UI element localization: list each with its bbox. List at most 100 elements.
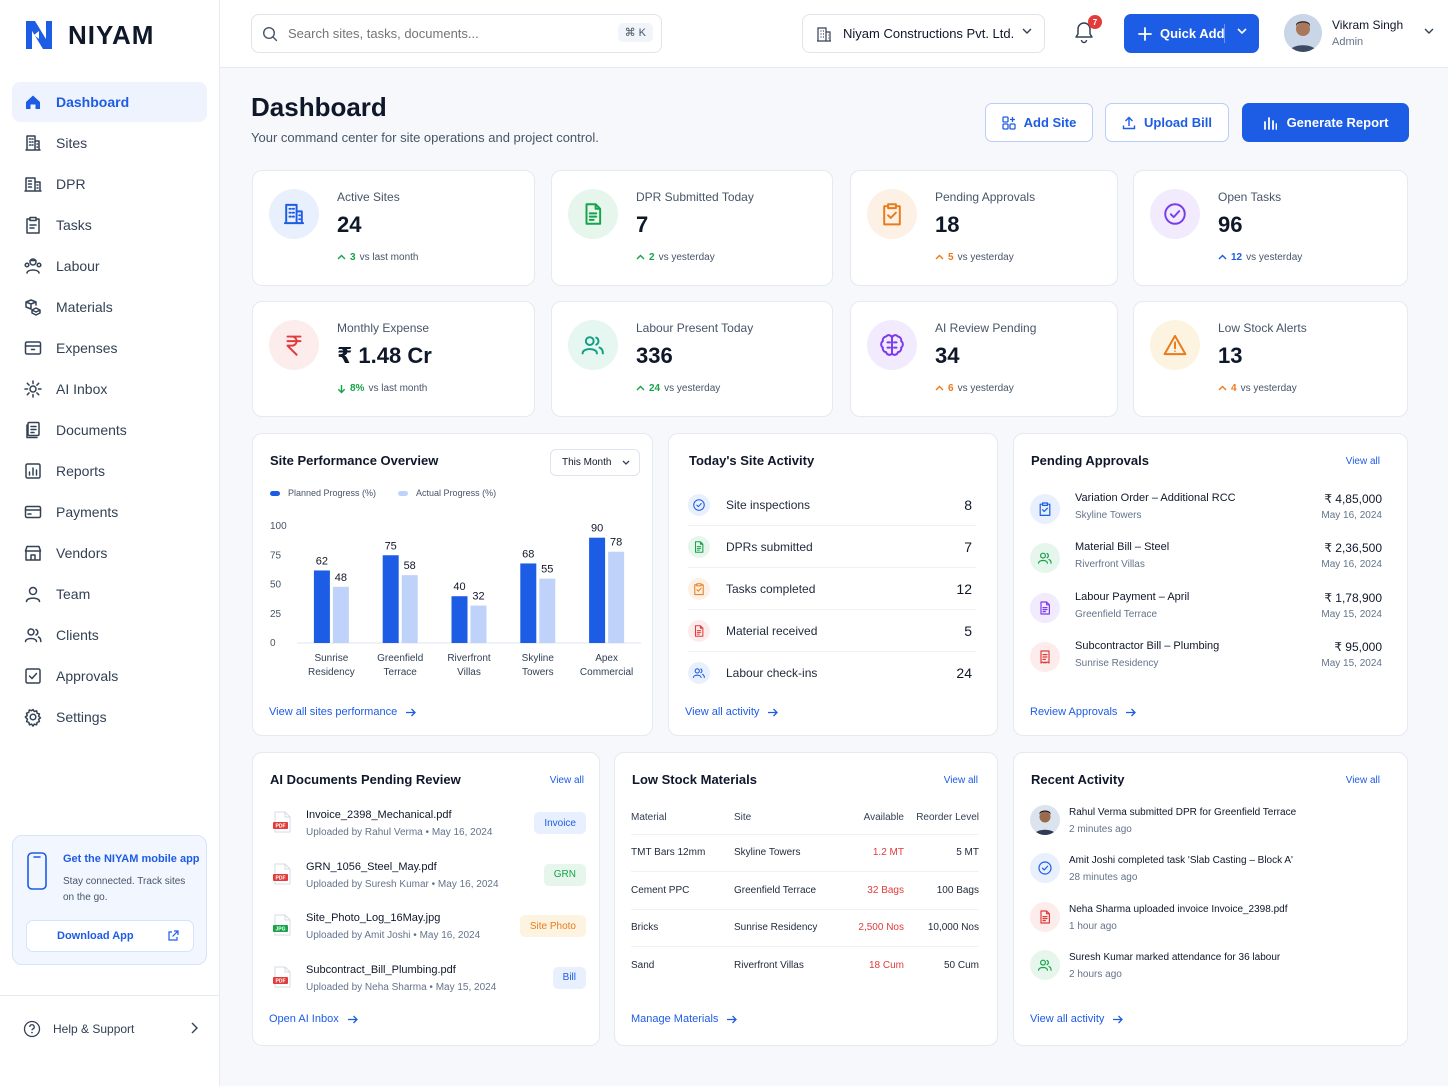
sidebar-item-label: Team [56, 586, 91, 602]
stat-value: 336 [636, 343, 673, 368]
table-cell: Skyline Towers [734, 834, 844, 872]
recent-activity-item[interactable]: Rahul Verma submitted DPR for Greenfield… [1030, 805, 1390, 851]
view-all-documents-link[interactable]: View all [549, 775, 584, 786]
view-all-activity-link[interactable]: View all activity [685, 706, 779, 718]
document-row[interactable]: PDF Invoice_2398_Mechanical.pdf Uploaded… [273, 809, 586, 853]
stat-card-dpr-submitted-today[interactable]: DPR Submitted Today 7 2 vs yesterday [551, 170, 833, 286]
search-box[interactable]: ⌘ K [251, 14, 662, 53]
stat-value: 34 [935, 343, 960, 368]
bar-value-label: 68 [522, 548, 534, 560]
download-app-button[interactable]: Download App [26, 920, 194, 952]
activity-count: 8 [964, 496, 972, 513]
users-icon [1038, 959, 1052, 971]
stat-card-low-stock-alerts[interactable]: Low Stock Alerts 13 4 vs yesterday [1133, 301, 1408, 417]
bell-icon [1075, 22, 1093, 44]
activity-row[interactable]: DPRs submitted 7 [688, 526, 976, 568]
sidebar-item-payments[interactable]: Payments [12, 492, 207, 532]
quick-add-button[interactable]: Quick Add [1124, 14, 1259, 53]
logo[interactable]: NIYAM [24, 19, 154, 51]
sidebar-item-settings[interactable]: Settings [12, 697, 207, 737]
document-type-tag: Bill [552, 966, 586, 989]
upload-bill-button[interactable]: Upload Bill [1105, 103, 1229, 142]
recent-activity-item[interactable]: Neha Sharma uploaded invoice Invoice_239… [1030, 901, 1390, 948]
sidebar-item-team[interactable]: Team [12, 574, 207, 614]
sidebar-item-dashboard[interactable]: Dashboard [12, 82, 207, 122]
table-row[interactable]: TMT Bars 12mm Skyline Towers 1.2 MT 5 MT [631, 834, 979, 872]
svg-text:PDF: PDF [276, 978, 286, 984]
approval-site: Greenfield Terrace [1075, 608, 1158, 620]
activity-row[interactable]: Site inspections 8 [688, 484, 976, 526]
sidebar-item-label: AI Inbox [56, 381, 108, 397]
recent-activity-item[interactable]: Amit Joshi completed task 'Slab Casting … [1030, 853, 1390, 899]
document-row[interactable]: JPG Site_Photo_Log_16May.jpg Uploaded by… [273, 912, 586, 956]
sidebar-item-reports[interactable]: Reports [12, 451, 207, 491]
page-subtitle: Your command center for site operations … [251, 130, 599, 145]
help-support-link[interactable]: Help & Support [23, 1020, 198, 1038]
users-icon [581, 336, 604, 355]
user-menu[interactable]: Vikram Singh Admin [1284, 14, 1434, 52]
company-selector[interactable]: Niyam Constructions Pvt. Ltd. [802, 14, 1045, 53]
activity-label: DPRs submitted [726, 539, 813, 554]
activity-label: Site inspections [726, 497, 811, 512]
activity-row[interactable]: Labour check-ins 24 [688, 652, 976, 694]
x-tick-label: Residency [308, 667, 355, 678]
recent-activity-item[interactable]: Suresh Kumar marked attendance for 36 la… [1030, 949, 1390, 996]
check-circle-icon [1164, 203, 1186, 225]
view-all-recent-activity-link[interactable]: View all activity [1030, 1013, 1124, 1025]
sidebar-item-vendors[interactable]: Vendors [12, 533, 207, 573]
activity-row[interactable]: Tasks completed 12 [688, 568, 976, 610]
stat-card-monthly-expense[interactable]: Monthly Expense ₹ 1.48 Cr 8% vs last mont… [252, 301, 535, 417]
review-approvals-link[interactable]: Review Approvals [1030, 706, 1137, 718]
stat-delta: 2 vs yesterday [636, 252, 715, 263]
generate-report-button[interactable]: Generate Report [1242, 103, 1409, 142]
sidebar-item-label: Reports [56, 463, 106, 479]
document-row[interactable]: PDF Subcontract_Bill_Plumbing.pdf Upload… [273, 964, 586, 1008]
stat-card-labour-present-today[interactable]: Labour Present Today 336 24 vs yesterday [551, 301, 833, 417]
sidebar-item-labour[interactable]: Labour [12, 246, 207, 286]
stat-card-open-tasks[interactable]: Open Tasks 96 12 vs yesterday [1133, 170, 1408, 286]
stat-card-pending-approvals[interactable]: Pending Approvals 18 5 vs yesterday [850, 170, 1118, 286]
x-tick-label: Skyline [522, 653, 555, 664]
approval-row[interactable]: Subcontractor Bill – Plumbing Sunrise Re… [1030, 640, 1382, 689]
approval-title: Material Bill – Steel [1075, 541, 1170, 554]
notifications-button[interactable]: 7 [1073, 15, 1102, 44]
panel-title: Pending Approvals [1031, 453, 1149, 468]
view-all-recent-link[interactable]: View all [1345, 775, 1380, 786]
table-row[interactable]: Cement PPC Greenfield Terrace 32 Bags 100 B… [631, 871, 979, 910]
arrow-right-icon [1113, 1015, 1124, 1023]
sidebar-item-expenses[interactable]: Expenses [12, 328, 207, 368]
approval-row[interactable]: Labour Payment – April Greenfield Terrac… [1030, 591, 1382, 640]
sidebar-item-tasks[interactable]: Tasks [12, 205, 207, 245]
manage-materials-link[interactable]: Manage Materials [631, 1013, 738, 1025]
sidebar-item-dpr[interactable]: DPR [12, 164, 207, 204]
sidebar-item-materials[interactable]: Materials [12, 287, 207, 327]
stat-card-ai-review-pending[interactable]: AI Review Pending 34 6 vs yesterday [850, 301, 1118, 417]
document-row[interactable]: PDF GRN_1056_Steel_May.pdf Uploaded by S… [273, 861, 586, 905]
table-row[interactable]: Sand Riverfront Villas 18 Cum 50 Cum [631, 947, 979, 985]
check-square-icon [25, 668, 41, 684]
sidebar-item-sites[interactable]: Sites [12, 123, 207, 163]
file-icon: PDF [273, 811, 291, 833]
site-performance-panel: Site Performance Overview This Month Pla… [252, 433, 653, 736]
sidebar-item-ai-inbox[interactable]: AI Inbox [12, 369, 207, 409]
open-ai-inbox-link[interactable]: Open AI Inbox [269, 1013, 358, 1025]
approval-row[interactable]: Material Bill – Steel Riverfront Villas … [1030, 541, 1382, 590]
view-all-approvals-link[interactable]: View all [1345, 456, 1380, 467]
sidebar-item-clients[interactable]: Clients [12, 615, 207, 655]
stat-card-active-sites[interactable]: Active Sites 24 3 vs last month [252, 170, 535, 286]
sidebar-item-documents[interactable]: Documents [12, 410, 207, 450]
chevron-down-icon [622, 460, 630, 465]
sidebar-item-approvals[interactable]: Approvals [12, 656, 207, 696]
activity-row[interactable]: Material received 5 [688, 610, 976, 652]
activity-time: 2 hours ago [1069, 968, 1122, 980]
period-select[interactable]: This Month [550, 449, 640, 476]
search-input[interactable] [288, 26, 588, 41]
table-row[interactable]: Bricks Sunrise Residency 2,500 Nos 10,000 N… [631, 909, 979, 947]
view-all-materials-link[interactable]: View all [943, 775, 978, 786]
approval-row[interactable]: Variation Order – Additional RCC Skyline… [1030, 492, 1382, 541]
view-all-sites-performance-link[interactable]: View all sites performance [269, 706, 417, 718]
building-icon [283, 203, 305, 225]
site-performance-chart: 0 25 50 75 100 62 48 Sunrise Residency 75 58 Greenf… [270, 521, 641, 678]
quick-add-label: Quick Add [1160, 26, 1225, 41]
add-site-button[interactable]: Add Site [985, 103, 1093, 142]
